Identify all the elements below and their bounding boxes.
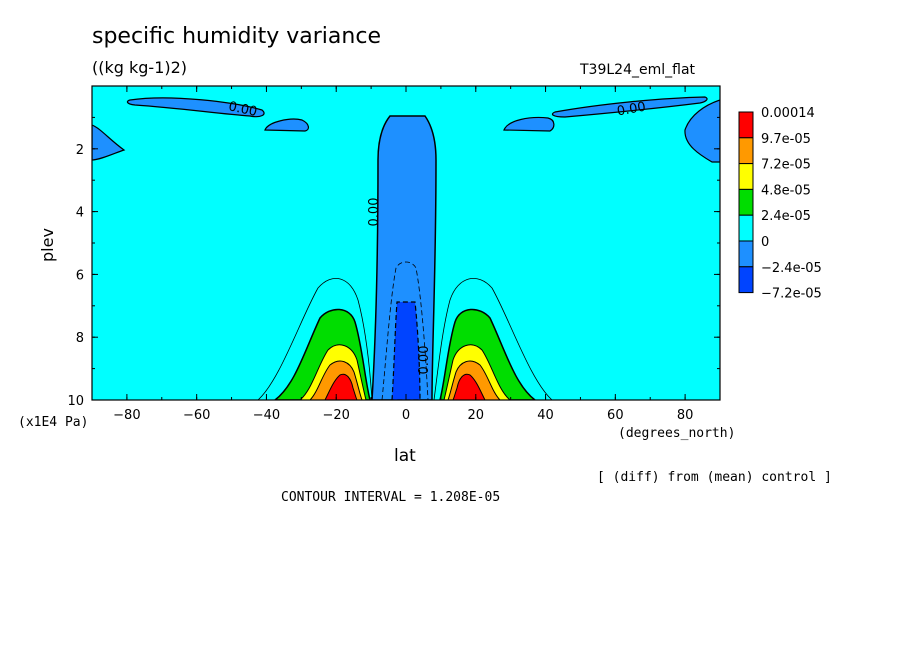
y-tick-label: 10 bbox=[67, 394, 84, 409]
colorbar-swatch bbox=[738, 111, 754, 139]
chart-title: specific humidity variance bbox=[92, 24, 381, 49]
colorbar-swatch bbox=[738, 188, 754, 216]
colorbar: 0.00014 9.7e-05 7.2e-05 4.8e-05 2.4e-05 0 −2.4… bbox=[738, 106, 822, 302]
y-tick-label: 8 bbox=[76, 331, 84, 346]
chart-units: ((kg kg-1)2) bbox=[92, 58, 188, 77]
colorbar-label: 0.00014 bbox=[761, 106, 815, 121]
neg-patch-left-edge bbox=[92, 124, 126, 161]
colorbar-swatch bbox=[738, 214, 754, 242]
contour-label: 0.00 bbox=[417, 346, 432, 375]
colorbar-label: 7.2e-05 bbox=[761, 158, 811, 173]
colorbar-label: 4.8e-05 bbox=[761, 183, 811, 198]
run-label: T39L24_eml_flat bbox=[580, 62, 696, 78]
contour-label: 0.00 bbox=[616, 100, 647, 120]
x-tick-label: −40 bbox=[253, 408, 280, 423]
y-tick-label: 2 bbox=[76, 143, 84, 158]
pos-lobe-right-red bbox=[452, 373, 486, 400]
x-tick-label: 40 bbox=[537, 408, 554, 423]
neg-column-dark bbox=[391, 301, 421, 400]
colorbar-label: −7.2e-05 bbox=[761, 287, 822, 302]
axis-ticks: −80 −60 −40 −20 0 20 40 60 80 2 4 6 8 10 bbox=[67, 86, 721, 423]
x-tick-label: −80 bbox=[113, 408, 140, 423]
pos-lobe-left-red bbox=[324, 373, 358, 400]
y-tick-label: 4 bbox=[76, 206, 84, 221]
colorbar-label: 0 bbox=[761, 235, 769, 250]
colorbar-label: −2.4e-05 bbox=[761, 261, 822, 276]
x-tick-label: −60 bbox=[183, 408, 210, 423]
x-tick-label: 60 bbox=[607, 408, 624, 423]
neg-patch-right-mid bbox=[503, 116, 555, 132]
contour-line-right-outer bbox=[433, 278, 553, 400]
colorbar-swatch bbox=[738, 266, 754, 294]
contour-line-center-dashed bbox=[381, 261, 429, 400]
colorbar-swatch bbox=[738, 240, 754, 268]
colorbar-label: 2.4e-05 bbox=[761, 209, 811, 224]
x-tick-label: 80 bbox=[677, 408, 694, 423]
x-tick-label: −20 bbox=[323, 408, 350, 423]
x-tick-label: 20 bbox=[468, 408, 485, 423]
neg-patch-right-top bbox=[551, 96, 708, 118]
neg-patch-left-top bbox=[126, 97, 265, 118]
contour-labels: 0.00 0.00 0.00 0.00 bbox=[227, 99, 647, 374]
colorbar-swatch bbox=[738, 163, 754, 190]
neg-patch-left-mid bbox=[264, 118, 309, 132]
neg-patch-right-edge bbox=[684, 99, 720, 163]
x-axis-label: lat bbox=[394, 446, 416, 466]
colorbar-swatch bbox=[738, 137, 754, 165]
contour-line-left-outer bbox=[257, 278, 373, 400]
comparison-note: [ (diff) from (mean) control ] bbox=[597, 470, 832, 485]
contour-interval-note: CONTOUR INTERVAL = 1.208E-05 bbox=[281, 490, 501, 505]
x-tick-label: 0 bbox=[402, 408, 410, 423]
neg-column-light bbox=[371, 115, 437, 400]
y-tick-label: 6 bbox=[76, 268, 84, 283]
contour-label: 0.00 bbox=[227, 99, 258, 120]
colorbar-label: 9.7e-05 bbox=[761, 132, 811, 147]
contour-label: 0.00 bbox=[367, 198, 382, 227]
x-axis-units: (degrees_north) bbox=[618, 426, 736, 441]
y-axis-units: (x1E4 Pa) bbox=[18, 415, 89, 430]
